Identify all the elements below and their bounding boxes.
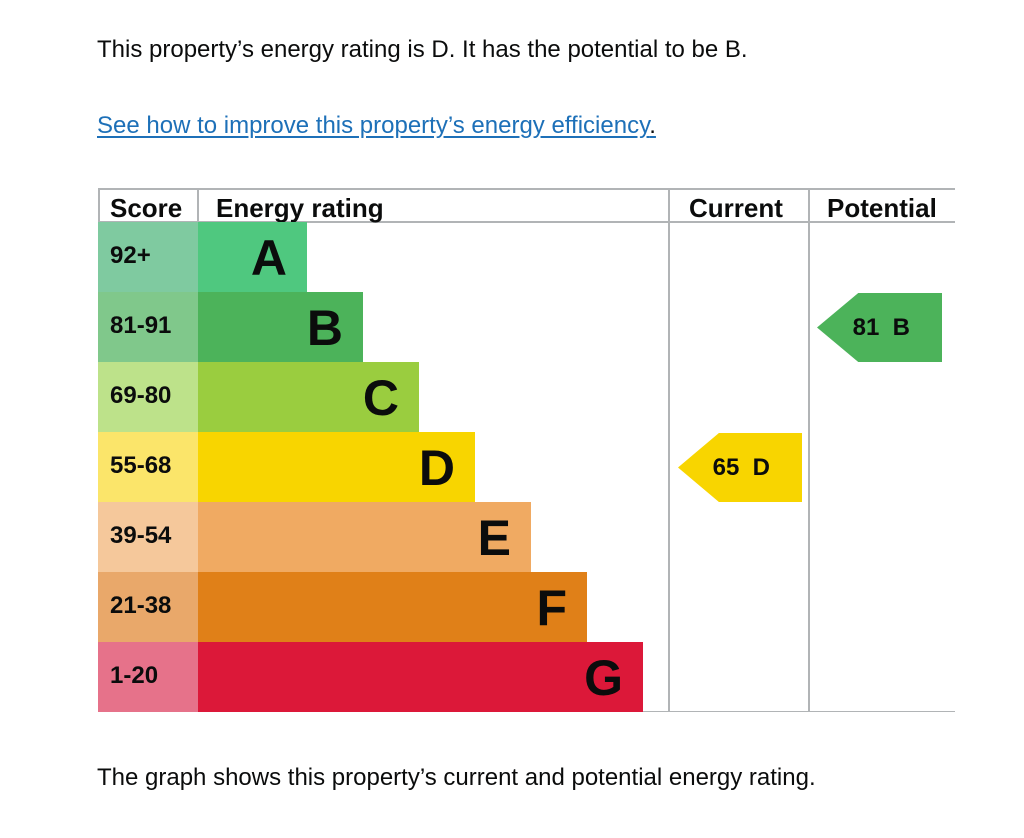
current-rating-label: 65 D bbox=[712, 454, 770, 481]
header-border bbox=[98, 221, 955, 223]
band-score: 1-20 bbox=[98, 642, 198, 712]
top-border bbox=[98, 188, 955, 190]
band-bar-g: G bbox=[198, 642, 643, 712]
current-rating-arrow: 65 D bbox=[678, 433, 802, 502]
header-potential: Potential bbox=[827, 193, 937, 223]
header-current: Current bbox=[689, 193, 783, 223]
band-score: 81-91 bbox=[98, 292, 198, 362]
band-score: 69-80 bbox=[98, 362, 198, 432]
score-divider bbox=[197, 188, 199, 222]
band-score: 39-54 bbox=[98, 502, 198, 572]
header-score: Score bbox=[110, 193, 183, 223]
potential-rating-arrow: 81 B bbox=[817, 293, 942, 362]
band-score: 21-38 bbox=[98, 572, 198, 642]
band-score: 92+ bbox=[98, 222, 198, 292]
band-bar-a: A bbox=[198, 222, 307, 292]
header-energy-rating: Energy rating bbox=[216, 193, 384, 223]
potential-divider bbox=[808, 188, 810, 712]
potential-rating-label: 81 B bbox=[852, 314, 910, 341]
current-divider bbox=[668, 188, 670, 712]
band-bar-e: E bbox=[198, 502, 531, 572]
band-bar-d: D bbox=[198, 432, 475, 502]
graph-caption: The graph shows this property’s current … bbox=[97, 764, 816, 791]
energy-rating-chart: Score Energy rating Current Potential 92… bbox=[98, 188, 955, 712]
rating-summary: This property’s energy rating is D. It h… bbox=[97, 36, 748, 63]
link-suffix: . bbox=[649, 112, 656, 139]
band-score: 55-68 bbox=[98, 432, 198, 502]
band-bar-b: B bbox=[198, 292, 363, 362]
improve-efficiency-link[interactable]: See how to improve this property’s energ… bbox=[97, 112, 650, 139]
band-bar-f: F bbox=[198, 572, 587, 642]
left-border bbox=[98, 188, 100, 222]
band-bar-c: C bbox=[198, 362, 419, 432]
